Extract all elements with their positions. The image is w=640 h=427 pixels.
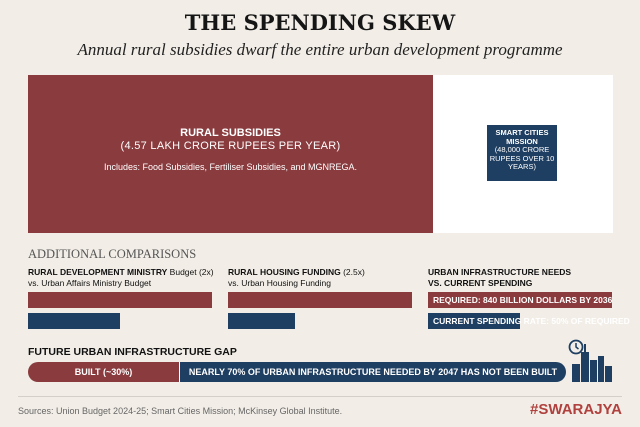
comparison-urban-infra: URBAN INFRASTRUCTURE NEEDS VS. CURRENT S… [428, 267, 578, 288]
comparison-label: Budget (2x) [167, 267, 214, 277]
sources-text: Sources: Union Budget 2024-25; Smart Cit… [18, 406, 343, 416]
current-spending-text: CURRENT SPENDING RATE: 50% OF REQUIRED [433, 316, 630, 326]
built-segment: BUILT (~30%) [28, 362, 180, 382]
comparison-sublabel: vs. Urban Affairs Ministry Budget [28, 277, 152, 288]
rural-includes: Includes: Food Subsidies, Fertiliser Sub… [103, 162, 358, 172]
comparison-label-bold: RURAL HOUSING FUNDING [228, 267, 341, 277]
gap-bar: BUILT (~30%) NEARLY 70% OF URBAN INFRAST… [28, 362, 566, 382]
not-built-segment: NEARLY 70% OF URBAN INFRASTRUCTURE NEEDE… [180, 362, 566, 382]
comparisons-heading: ADDITIONAL COMPARISONS [28, 247, 197, 261]
smart-cities-amount: (48,000 CRORE RUPEES OVER 10 YEARS) [489, 145, 555, 171]
comparison-label-bold: RURAL DEVELOPMENT MINISTRY [28, 267, 168, 277]
comparison-label-bold: URBAN INFRASTRUCTURE NEEDS VS. CURRENT S… [428, 267, 572, 288]
current-spending-bar [428, 313, 520, 329]
comparison-sublabel: vs. Urban Housing Funding [228, 277, 332, 288]
page-title: THE SPENDING SKEW [184, 10, 456, 35]
smart-cities-title: SMART CITIES MISSION [495, 128, 549, 146]
brand-logo: #SWARAJYA [530, 401, 622, 418]
page-subtitle: Annual rural subsidies dwarf the entire … [77, 40, 563, 59]
rural-budget-bar [28, 292, 212, 308]
current-spending-label: CURRENT SPENDING RATE: 50% OF REQUIRED [428, 313, 630, 329]
urban-budget-bar [28, 313, 120, 329]
city-clock-icon [568, 339, 612, 382]
rural-subsidies-block: RURAL SUBSIDIES (4.57 LAKH CRORE RUPEES … [28, 75, 433, 233]
comparison-rural-housing: RURAL HOUSING FUNDING (2.5x) vs. Urban H… [228, 267, 414, 288]
urban-housing-bar [228, 313, 295, 329]
rural-title: RURAL SUBSIDIES [180, 127, 281, 139]
required-bar: REQUIRED: 840 BILLION DOLLARS BY 2036 [428, 292, 612, 308]
gap-title: FUTURE URBAN INFRASTRUCTURE GAP [28, 346, 237, 358]
rural-housing-bar [228, 292, 412, 308]
comparison-label: (2.5x) [340, 267, 365, 277]
comparison-rural-development: RURAL DEVELOPMENT MINISTRY Budget (2x) v… [28, 267, 214, 288]
smart-cities-block: SMART CITIES MISSION (48,000 CRORE RUPEE… [487, 125, 557, 181]
divider [18, 396, 622, 397]
rural-amount: (4.57 LAKH CRORE RUPEES PER YEAR) [120, 140, 341, 152]
spending-comparison-block: RURAL SUBSIDIES (4.57 LAKH CRORE RUPEES … [28, 75, 613, 233]
